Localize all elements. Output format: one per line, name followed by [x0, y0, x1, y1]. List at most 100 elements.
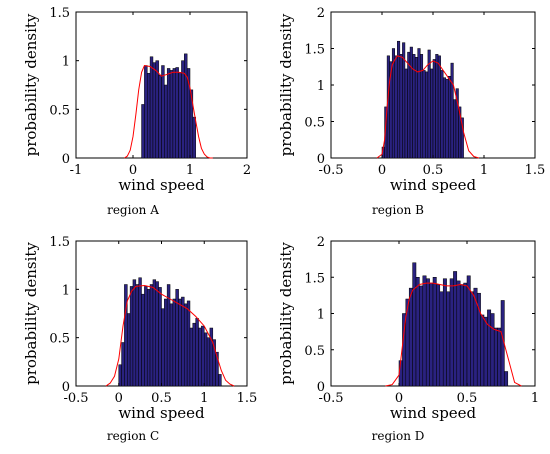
histogram-bar [425, 71, 429, 159]
x-tick-label: 1.5 [525, 163, 546, 178]
histogram-bar [504, 371, 509, 387]
histogram-bar [141, 293, 145, 387]
histogram-bar [442, 278, 447, 387]
histogram-bar [175, 67, 179, 159]
x-tick-label: -1 [70, 163, 83, 178]
histogram-bar [409, 46, 413, 159]
histogram-bar [166, 68, 171, 159]
y-tick-label: 1 [317, 308, 325, 323]
histogram-bar [422, 70, 426, 159]
y-tick-label: 0 [317, 152, 325, 167]
histogram-bar [394, 55, 398, 159]
histogram-bar [129, 286, 134, 387]
histogram-bar [435, 54, 439, 159]
y-tick-label: 0 [62, 152, 70, 167]
histogram-bar [204, 332, 208, 387]
histogram-bar [178, 298, 182, 387]
histogram-bar [178, 72, 182, 159]
histogram-bar [453, 271, 458, 387]
histogram-bar [422, 275, 427, 387]
y-tick-label: 2 [317, 235, 325, 250]
region-caption: region C [107, 429, 159, 443]
histogram-bar [158, 287, 162, 387]
histogram-bar [181, 296, 185, 387]
histogram-bar [414, 57, 418, 159]
histogram-bar [192, 116, 196, 159]
x-tick-label: -0.5 [318, 163, 343, 178]
histogram-bar [408, 287, 413, 387]
histogram-bar [161, 65, 165, 159]
histogram-bar [146, 289, 151, 387]
histogram-bar [164, 298, 168, 387]
histogram-bar [470, 291, 475, 387]
region-caption: region B [372, 203, 424, 217]
histogram-bar [459, 284, 464, 387]
histogram-bar [397, 40, 401, 159]
histogram-bar [497, 327, 502, 387]
histogram-bar [127, 313, 131, 387]
histogram-bar [155, 60, 159, 159]
histogram-bar [437, 55, 441, 159]
histogram-bar [456, 280, 461, 387]
histogram-bar [440, 70, 444, 159]
y-tick-label: 0.5 [304, 116, 325, 131]
histogram-bar [417, 48, 421, 159]
density-curve [385, 282, 522, 387]
histogram-bar [436, 284, 441, 387]
histogram-bar [493, 327, 498, 387]
histogram-bar [149, 284, 154, 387]
x-tick-label: 1 [531, 391, 539, 406]
x-axis-label: wind speed [390, 176, 477, 194]
histogram-bar [483, 316, 488, 387]
y-tick-label: 0.5 [49, 332, 70, 347]
region-caption: region D [372, 429, 425, 443]
histogram-bar [132, 279, 137, 387]
x-tick-label: 0.5 [457, 391, 478, 406]
histogram-bar [189, 327, 194, 387]
histogram-bar [147, 73, 151, 159]
x-tick-label: -0.5 [63, 391, 88, 406]
y-tick-label: 0 [317, 380, 325, 395]
y-tick-label: 1.5 [49, 235, 70, 250]
y-tick-label: 1.5 [304, 271, 325, 286]
density-curve [105, 284, 235, 387]
histogram-bar [121, 342, 125, 387]
histogram-bar [164, 84, 168, 159]
histogram-bar [419, 285, 424, 387]
region-caption: region A [107, 203, 159, 217]
histogram-bar [407, 51, 411, 159]
histogram-bar [404, 68, 408, 159]
x-tick-label: 0.5 [151, 391, 172, 406]
histogram-bar [172, 68, 176, 159]
histogram-bar [466, 275, 471, 387]
histogram-bar [420, 54, 424, 159]
histogram-bar [184, 53, 188, 159]
histogram-bar [215, 351, 219, 387]
x-tick-label: 1.5 [237, 391, 258, 406]
x-tick-label: 2 [243, 163, 251, 178]
histogram-bar [429, 282, 434, 387]
y-tick-label: 1 [317, 79, 325, 94]
density-curve [376, 55, 480, 159]
x-tick-label: 0 [129, 163, 137, 178]
y-tick-label: 1.5 [49, 6, 70, 21]
y-axis-label: probability density [277, 242, 295, 385]
histogram-bar [192, 322, 196, 387]
histogram-bar [432, 59, 436, 159]
histogram-bar [490, 313, 495, 387]
histogram-bar [155, 281, 159, 387]
y-tick-label: 0.5 [49, 103, 70, 118]
histogram-bar [138, 277, 142, 387]
histogram-bar [427, 49, 431, 159]
x-tick-label: 0 [378, 163, 386, 178]
y-axis-label: probability density [22, 13, 40, 156]
histogram-bar [415, 277, 420, 387]
histogram-bar [480, 314, 485, 387]
y-tick-label: 0.5 [304, 344, 325, 359]
histogram-bar [425, 278, 430, 387]
y-tick-label: 1 [62, 55, 70, 70]
histogram-bar [445, 78, 449, 159]
